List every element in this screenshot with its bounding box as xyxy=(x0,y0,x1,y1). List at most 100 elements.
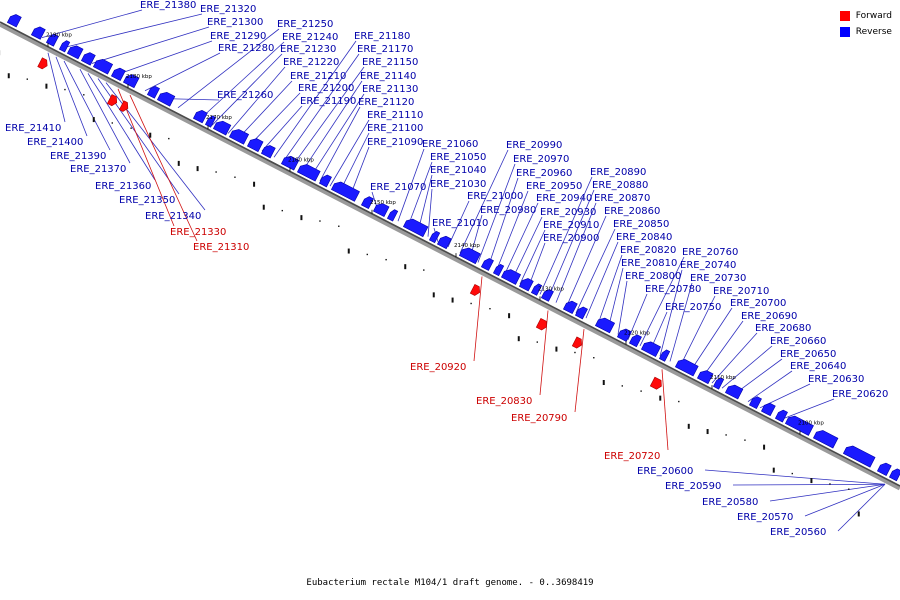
reverse-feature xyxy=(6,14,22,28)
gene-label: ERE_21290 xyxy=(210,31,266,42)
gc-marker xyxy=(706,429,709,435)
gene-label: ERE_20960 xyxy=(516,168,572,179)
gc-marker xyxy=(857,511,860,517)
reverse-feature xyxy=(876,462,892,476)
gene-label: ERE_20570 xyxy=(737,512,793,523)
callout-line xyxy=(319,106,361,182)
callout-line xyxy=(732,483,886,486)
gene-label: ERE_21400 xyxy=(27,137,83,148)
reverse-feature xyxy=(748,396,762,410)
reverse-feature xyxy=(280,155,300,171)
callout-line xyxy=(249,92,301,146)
reverse-feature xyxy=(212,120,232,136)
callout-line xyxy=(679,295,716,367)
reverse-feature xyxy=(812,430,839,449)
callout-line xyxy=(539,176,593,295)
reverse-feature xyxy=(724,384,744,400)
callout-line xyxy=(114,40,213,76)
gene-label: ERE_21090 xyxy=(367,137,423,148)
kbp-tick-label: 2140 kbp xyxy=(454,243,480,249)
gc-marker xyxy=(744,439,746,441)
callout-line xyxy=(282,53,360,163)
kbp-tick-label: 2170 kbp xyxy=(206,115,232,121)
gene-label: ERE_21320 xyxy=(200,4,256,15)
callout-line xyxy=(721,345,773,389)
callout-line xyxy=(55,56,88,137)
callout-line xyxy=(711,332,758,384)
forward-swatch xyxy=(839,11,850,21)
callout-line xyxy=(689,307,733,372)
legend-reverse: Reverse xyxy=(839,24,892,40)
gene-label: ERE_21070 xyxy=(370,182,426,193)
gene-label: ERE_20800 xyxy=(625,271,681,282)
gene-label: ERE_20830 xyxy=(476,396,532,407)
gene-label: ERE_20990 xyxy=(506,140,562,151)
kbp-tick-label: 2110 kbp xyxy=(710,375,736,381)
reverse-feature xyxy=(674,359,699,377)
reverse-feature xyxy=(122,74,140,89)
gc-marker xyxy=(7,73,10,79)
reverse-feature xyxy=(500,269,522,285)
gene-label: ERE_20880 xyxy=(592,180,648,191)
gc-marker xyxy=(555,346,558,352)
callout-line xyxy=(503,202,539,277)
gc-marker xyxy=(300,215,303,221)
callout-line xyxy=(227,66,286,134)
gene-label: ERE_20860 xyxy=(604,206,660,217)
callout-line xyxy=(47,52,66,123)
callout-line xyxy=(237,80,293,139)
gene-label: ERE_20870 xyxy=(594,193,650,204)
reverse-feature xyxy=(156,91,176,107)
gene-label: ERE_20920 xyxy=(410,362,466,373)
reverse-feature xyxy=(616,328,632,342)
gc-marker xyxy=(602,380,605,386)
gene-label: ERE_21360 xyxy=(95,181,151,192)
gene-label: ERE_21210 xyxy=(290,71,346,82)
gene-label: ERE_21040 xyxy=(430,165,486,176)
callout-line xyxy=(547,189,595,299)
gene-label: ERE_20970 xyxy=(513,154,569,165)
gene-labels: ERE_21380 ERE_21320ERE_21300ERE_21290ERE_… xyxy=(5,0,888,538)
reverse-feature xyxy=(260,145,276,159)
callout-line xyxy=(639,256,685,347)
gene-label: ERE_21110 xyxy=(367,110,423,121)
reverse-feature xyxy=(146,85,160,99)
callout-line xyxy=(575,228,616,314)
gc-marker xyxy=(678,400,680,403)
legend: Forward Reverse xyxy=(839,8,892,40)
callout-line xyxy=(417,174,433,232)
callout-line xyxy=(473,276,483,362)
gc-marker xyxy=(810,478,813,484)
gene-label: ERE_20600 xyxy=(637,466,693,477)
reverse-feature xyxy=(192,110,208,124)
gc-marker xyxy=(848,488,850,490)
callout-line xyxy=(63,60,111,151)
reverse-feature xyxy=(658,349,671,362)
callout-line xyxy=(427,188,433,237)
gc-marker xyxy=(281,209,283,212)
gene-label: ERE_20680 xyxy=(755,323,811,334)
reverse-feature xyxy=(204,115,217,128)
reverse-feature xyxy=(562,300,578,315)
gene-label: ERE_20950 xyxy=(526,181,582,192)
callout-line xyxy=(769,483,886,502)
gc-marker xyxy=(215,171,217,173)
gc-marker xyxy=(149,132,152,138)
callout-line xyxy=(447,200,470,248)
reverse-feature xyxy=(540,289,554,302)
genome-caption: Eubacterium rectale M104/1 draft genome.… xyxy=(306,578,594,588)
gc-marker xyxy=(347,248,350,254)
reverse-feature xyxy=(386,209,399,222)
gene-label: ERE_21000 xyxy=(467,191,523,202)
reverse-feature xyxy=(574,306,588,320)
gc-marker xyxy=(659,395,662,401)
callout-line xyxy=(747,370,793,402)
gene-label: ERE_21060 xyxy=(422,139,478,150)
gene-label: ERE_20700 xyxy=(730,298,786,309)
callout-line xyxy=(41,9,143,39)
gene-label: ERE_20590 xyxy=(665,481,721,492)
reverse-feature xyxy=(45,33,59,47)
callout-line xyxy=(477,163,516,263)
gene-label: ERE_20930 xyxy=(540,207,596,218)
reverse-feature xyxy=(110,67,126,82)
